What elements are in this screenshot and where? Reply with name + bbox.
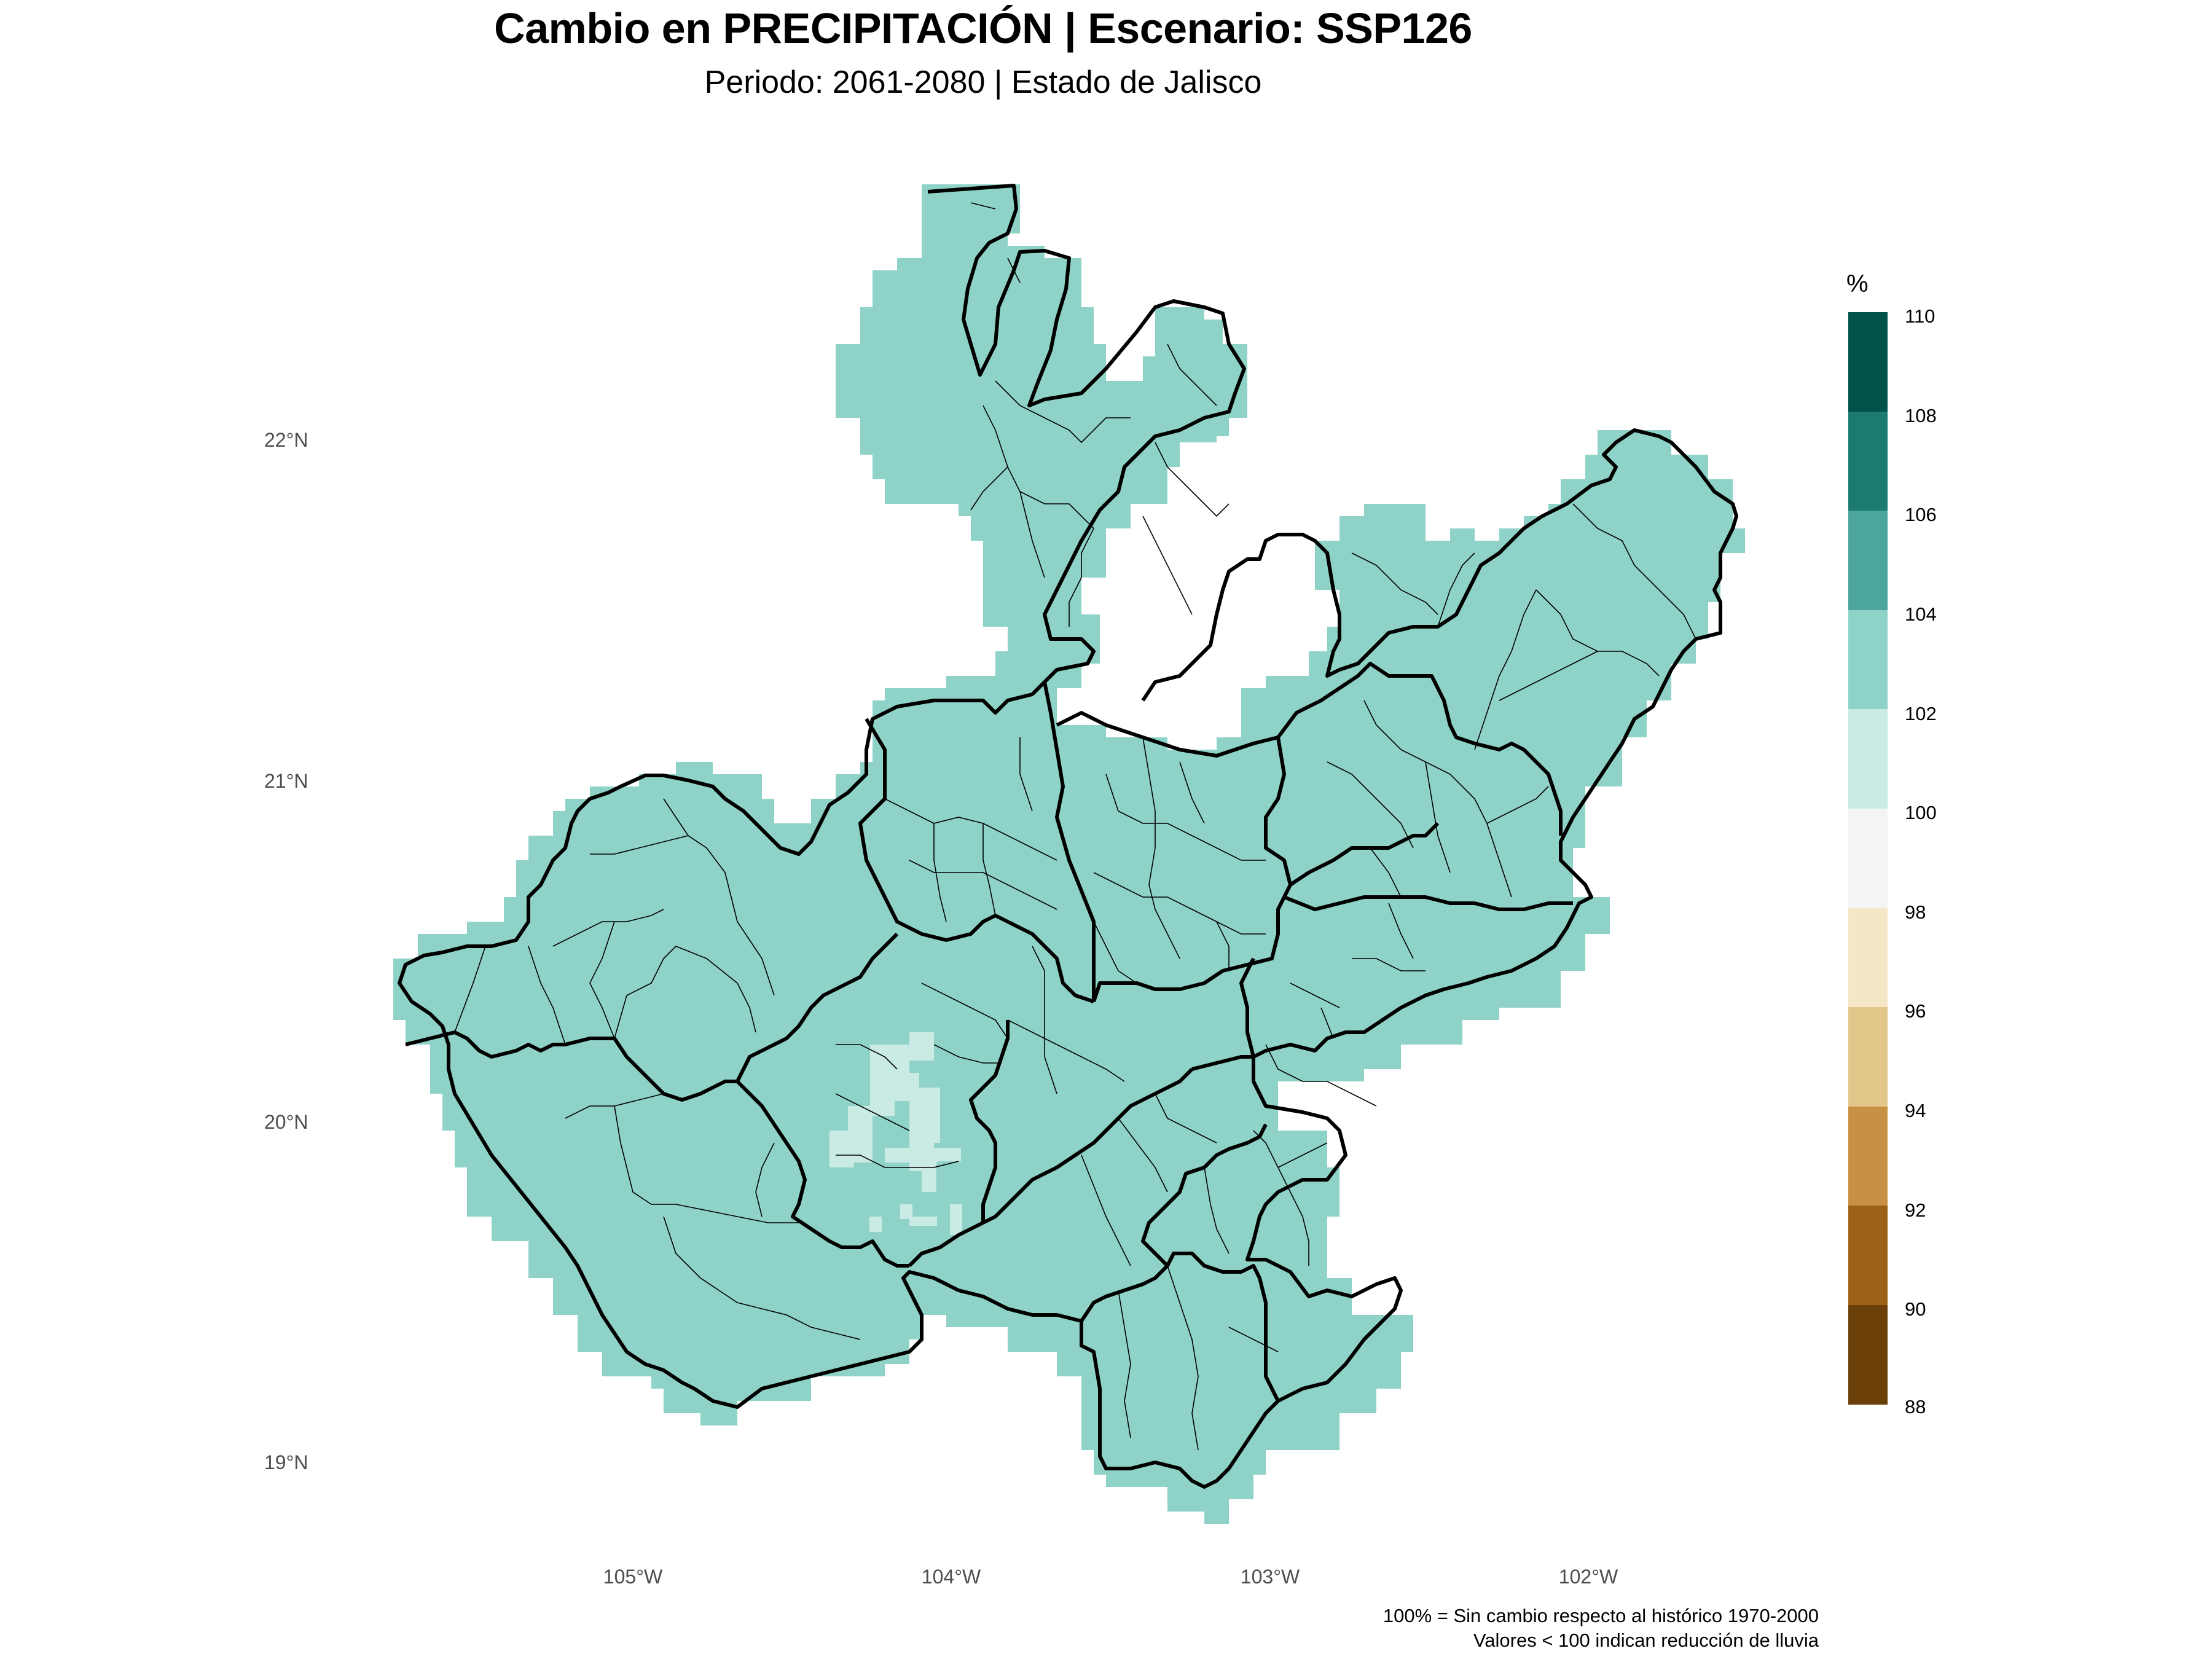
legend-tick-94: 94 bbox=[1905, 1100, 1926, 1121]
legend-bin-98-100 bbox=[1848, 808, 1888, 908]
legend-bin-88-90 bbox=[1848, 1304, 1888, 1405]
chart-title: Cambio en PRECIPITACIÓN | Escenario: SSP… bbox=[494, 4, 1472, 52]
region-boundaries bbox=[398, 184, 1738, 1489]
legend-title: % bbox=[1846, 270, 1869, 297]
lon-tick-103w: 103°W bbox=[1240, 1566, 1300, 1588]
lon-tick-104w: 104°W bbox=[921, 1566, 981, 1588]
legend-bin-90-92 bbox=[1848, 1206, 1888, 1305]
legend-bin-108-110 bbox=[1848, 312, 1888, 412]
legend-bin-104-106 bbox=[1848, 511, 1888, 610]
legend-tick-92: 92 bbox=[1905, 1199, 1926, 1221]
legend-tick-102: 102 bbox=[1905, 703, 1937, 724]
legend-tick-104: 104 bbox=[1905, 603, 1937, 625]
legend-tick-88: 88 bbox=[1905, 1396, 1926, 1418]
caption-line-1: 100% = Sin cambio respecto al histórico … bbox=[1382, 1605, 1819, 1626]
legend-tick-100: 100 bbox=[1905, 802, 1937, 823]
legend-bin-102-104 bbox=[1848, 610, 1888, 710]
lat-tick-21n: 21°N bbox=[264, 770, 308, 792]
legend-bin-96-98 bbox=[1848, 908, 1888, 1008]
legend-bin-92-94 bbox=[1848, 1106, 1888, 1206]
chart-subtitle: Periodo: 2061-2080 | Estado de Jalisco bbox=[704, 65, 1262, 100]
lat-tick-20n: 20°N bbox=[264, 1111, 308, 1133]
legend-tick-110: 110 bbox=[1905, 305, 1936, 327]
legend-bin-100-102 bbox=[1848, 709, 1888, 809]
legend-tick-90: 90 bbox=[1905, 1298, 1926, 1320]
legend-tick-106: 106 bbox=[1905, 504, 1937, 525]
legend-tick-96: 96 bbox=[1905, 1000, 1926, 1022]
raster-light-cells bbox=[830, 1032, 962, 1235]
legend-bin-106-108 bbox=[1848, 411, 1888, 511]
legend-tick-98: 98 bbox=[1905, 901, 1926, 923]
caption-line-2: Valores < 100 indican reducción de lluvi… bbox=[1473, 1630, 1819, 1651]
lat-tick-19n: 19°N bbox=[264, 1451, 308, 1473]
legend-tick-108: 108 bbox=[1905, 405, 1937, 426]
lon-tick-102w: 102°W bbox=[1558, 1566, 1618, 1588]
color-legend bbox=[1848, 312, 1888, 1405]
municipal-boundaries bbox=[454, 202, 1696, 1451]
lon-tick-105w: 105°W bbox=[603, 1566, 663, 1588]
lat-tick-22n: 22°N bbox=[264, 429, 308, 451]
legend-bin-94-96 bbox=[1848, 1007, 1888, 1107]
